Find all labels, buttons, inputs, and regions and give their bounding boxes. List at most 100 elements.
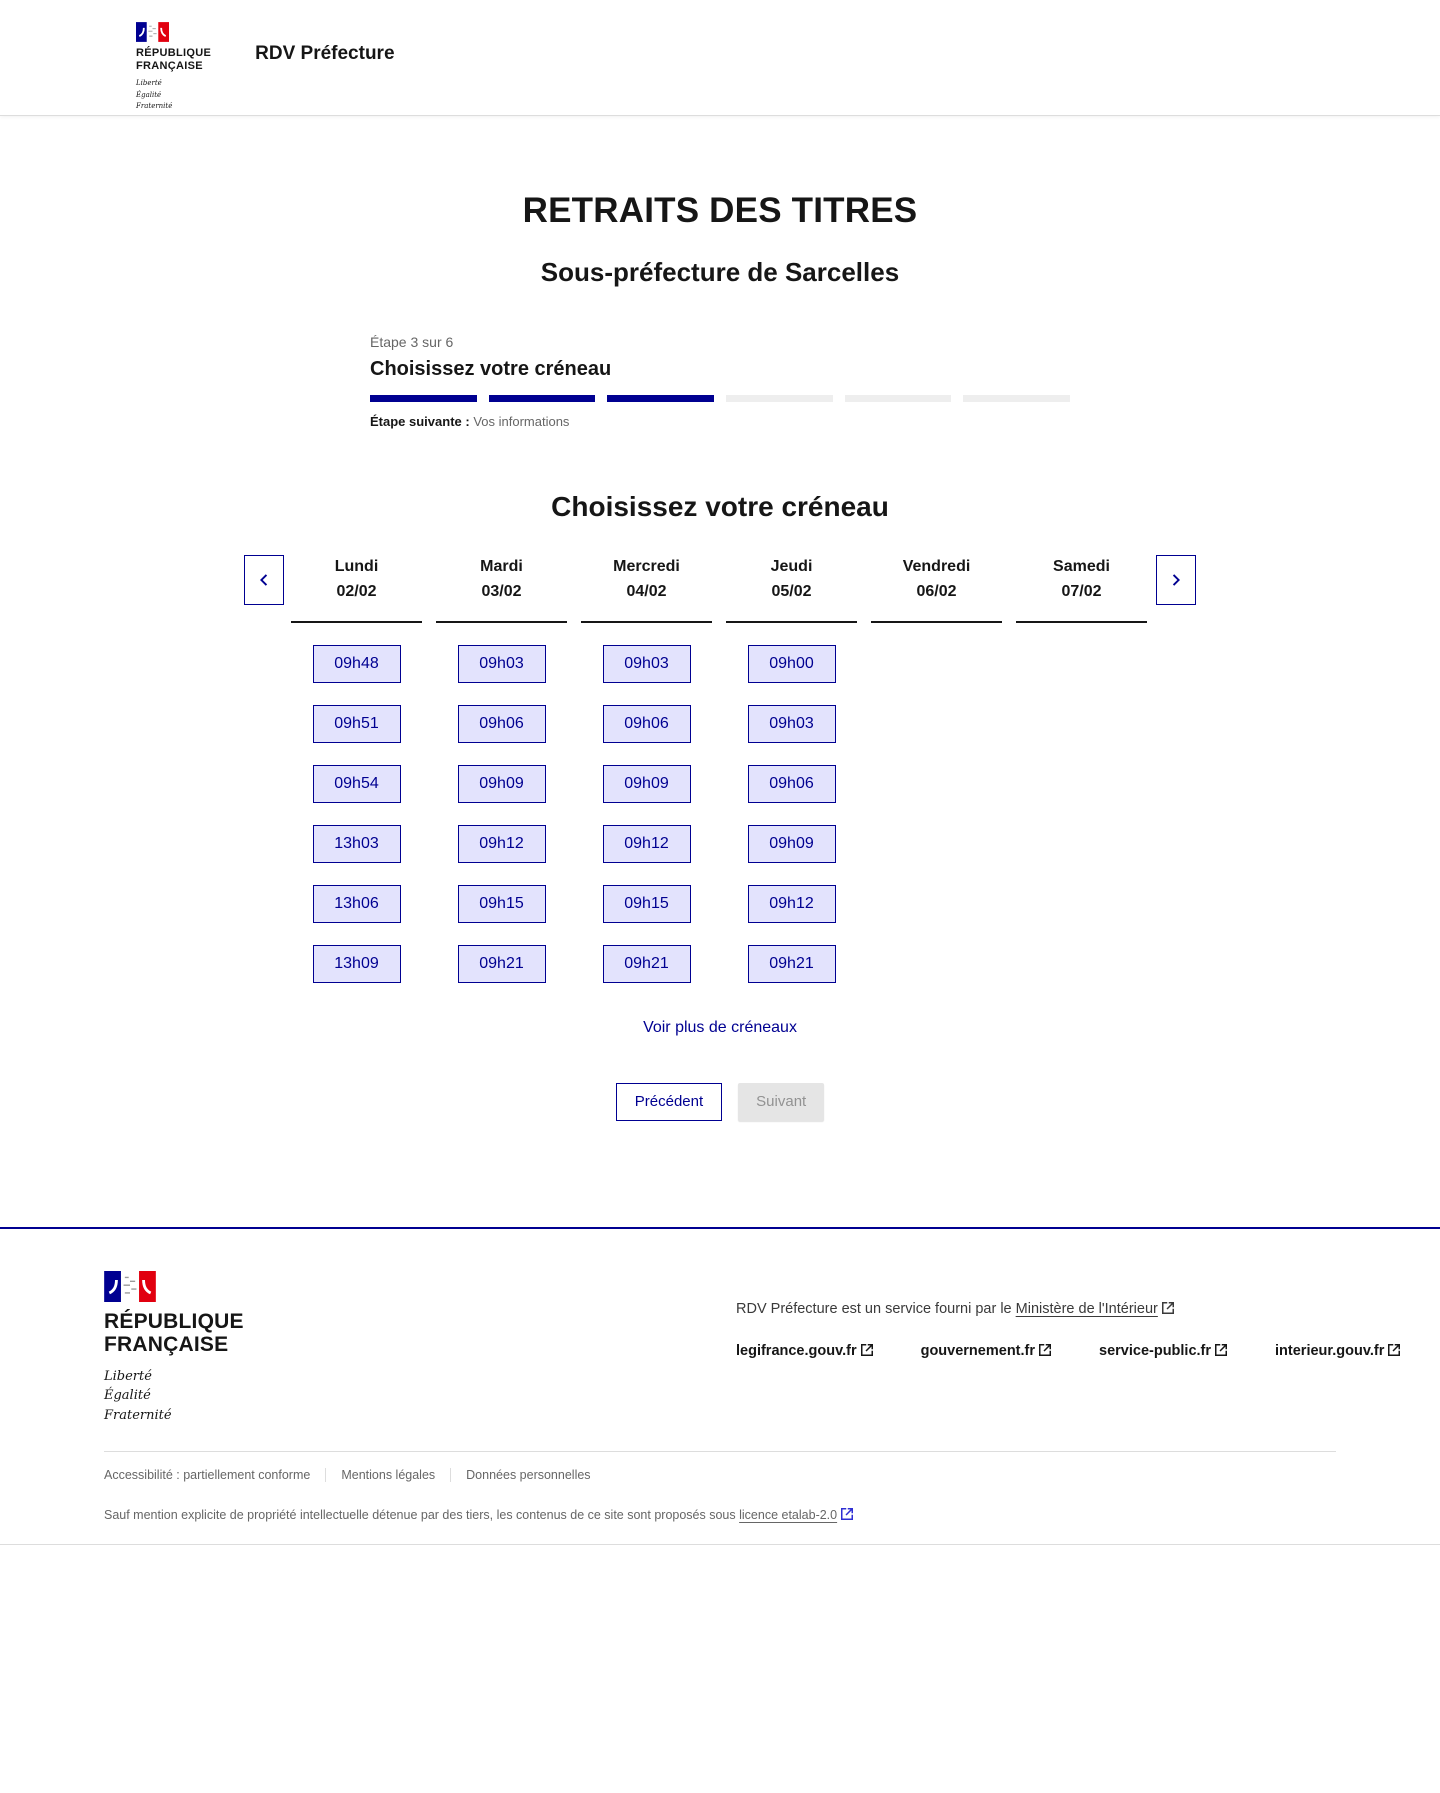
time-slot-button[interactable]: 09h15 (457, 884, 546, 923)
time-slot-button[interactable]: 13h03 (312, 824, 401, 863)
footer-site-link-label: interieur.gouv.fr (1275, 1342, 1385, 1359)
day-date: 02/02 (336, 582, 377, 600)
ministere-link[interactable]: Ministère de l'Intérieur (1016, 1301, 1174, 1317)
chevron-right-icon (1172, 574, 1180, 586)
page-title: RETRAITS DES TITRES (522, 191, 918, 230)
footer-info: RDV Préfecture est un service fourni par… (736, 1301, 1401, 1359)
footer-logo-motto: Liberté Égalité Fraternité (104, 1368, 172, 1423)
previous-week-button[interactable] (244, 555, 284, 605)
next-step-value: Vos informations (473, 414, 570, 429)
day-slots: 09h03 09h06 09h09 09h12 09h15 09h21 (429, 644, 574, 983)
external-link-icon (1215, 1343, 1228, 1356)
time-slot-button[interactable]: 09h06 (457, 704, 546, 743)
progress-segment (370, 395, 477, 402)
next-step: Étape suivante : Vos informations (370, 414, 1070, 429)
day-name: Mercredi (613, 558, 680, 575)
footer-site-link[interactable]: service-public.fr (1099, 1342, 1228, 1359)
footer-site-link[interactable]: legifrance.gouv.fr (736, 1343, 873, 1359)
day-date: 06/02 (916, 582, 957, 600)
location-title: Sous-préfecture de Sarcelles (540, 257, 900, 287)
time-slot-button[interactable]: 09h06 (747, 764, 836, 803)
next-step-label: Étape suivante : (370, 414, 470, 429)
day-name: Jeudi (770, 558, 813, 575)
external-link-icon (860, 1343, 873, 1356)
time-slot-button[interactable]: 09h12 (457, 824, 546, 863)
time-slot-button[interactable]: 09h51 (312, 704, 401, 743)
time-slot-button[interactable]: 09h15 (602, 884, 691, 923)
time-slot-button[interactable]: 09h12 (602, 824, 691, 863)
day-date: 05/02 (771, 582, 812, 600)
day-header: Mardi 03/02 (436, 551, 567, 623)
licence-line: Sauf mention explicite de propriété inte… (104, 1508, 1336, 1522)
footer-site-link[interactable]: gouvernement.fr (920, 1342, 1052, 1359)
progress-segment (726, 395, 833, 402)
time-slot-button[interactable]: 13h06 (312, 884, 401, 923)
day-column: Mardi 03/02 09h03 09h06 09h09 09h12 09h15 09h21 (429, 551, 574, 983)
external-link-icon (841, 1508, 854, 1521)
footer-legal-link[interactable]: Accessibilité : partiellement conforme (104, 1468, 311, 1483)
progress-bar (370, 395, 1071, 402)
time-slot-button[interactable]: 09h12 (747, 884, 836, 923)
next-button[interactable]: Suivant (738, 1082, 825, 1121)
external-link-icon (1388, 1343, 1401, 1356)
more-slots-link[interactable]: Voir plus de créneaux (643, 1018, 797, 1036)
logo-motto: Liberté Égalité Fraternité (136, 79, 173, 111)
day-name: Mardi (480, 558, 523, 575)
time-slot-button[interactable]: 09h00 (747, 644, 836, 683)
time-slot-button[interactable]: 09h48 (312, 644, 401, 683)
calendar-days: Lundi 02/02 09h48 09h51 09h54 13h03 13h06 13h09… (284, 551, 1156, 983)
footer-service-text: RDV Préfecture est un service fourni par… (736, 1300, 1012, 1317)
day-date: 03/02 (481, 582, 522, 600)
next-week-button[interactable] (1156, 555, 1196, 605)
footer-legal-links: Accessibilité : partiellement conforme Me… (104, 1468, 1336, 1483)
site-footer: RÉPUBLIQUE FRANÇAISE Liberté Égalité Fra… (0, 1226, 1440, 1546)
chevron-left-icon (260, 574, 268, 586)
site-header: RÉPUBLIQUE FRANÇAISE Liberté Égalité Fra… (0, 0, 1440, 115)
footer-site-link-label: legifrance.gouv.fr (736, 1342, 857, 1359)
time-slot-button[interactable]: 09h03 (747, 704, 836, 743)
day-column: Jeudi 05/02 09h00 09h03 09h06 09h09 09h12 09h21 (719, 551, 864, 983)
time-slot-button[interactable]: 09h03 (457, 644, 546, 683)
day-date: 07/02 (1061, 582, 1102, 600)
day-column: Mercredi 04/02 09h03 09h06 09h09 09h12 09h15 09… (574, 551, 719, 983)
logo-institution: RÉPUBLIQUE FRANÇAISE (136, 47, 212, 73)
time-slot-button[interactable]: 09h09 (602, 764, 691, 803)
time-slot-button[interactable]: 09h21 (457, 944, 546, 983)
licence-link-label: licence etalab-2.0 (739, 1508, 838, 1523)
time-slot-button[interactable]: 13h09 (312, 944, 401, 983)
time-slot-button[interactable]: 09h54 (312, 764, 401, 803)
footer-legal-link[interactable]: Données personnelles (450, 1468, 605, 1483)
gov-logo: RÉPUBLIQUE FRANÇAISE Liberté Égalité Fra… (136, 22, 211, 113)
day-name: Vendredi (902, 558, 971, 575)
footer-service-description: RDV Préfecture est un service fourni par… (736, 1301, 1336, 1317)
time-slot-button[interactable]: 09h06 (602, 704, 691, 743)
day-header: Lundi 02/02 (291, 551, 422, 623)
footer-site-link-label: gouvernement.fr (920, 1342, 1036, 1359)
day-name: Lundi (334, 558, 379, 575)
time-slot-button[interactable]: 09h09 (747, 824, 836, 863)
day-column: Lundi 02/02 09h48 09h51 09h54 13h03 13h06 13h09 (284, 551, 429, 983)
time-slot-button[interactable]: 09h09 (457, 764, 546, 803)
day-slots: 09h03 09h06 09h09 09h12 09h15 09h21 (574, 644, 719, 983)
service-title-link[interactable]: RDV Préfecture (255, 43, 395, 64)
footer-logo-institution: RÉPUBLIQUE FRANÇAISE (104, 1309, 244, 1357)
previous-button[interactable]: Précédent (615, 1082, 723, 1121)
footer-site-link-label: service-public.fr (1099, 1342, 1212, 1359)
day-slots: 09h00 09h03 09h06 09h09 09h12 09h21 (719, 644, 864, 983)
day-date: 04/02 (626, 582, 667, 600)
time-slot-button[interactable]: 09h03 (602, 644, 691, 683)
section-title: Choisissez votre créneau (551, 491, 889, 522)
day-header: Jeudi 05/02 (726, 551, 857, 623)
time-slot-button[interactable]: 09h21 (602, 944, 691, 983)
main-content: RETRAITS DES TITRES Sous-préfecture de S… (0, 191, 1440, 1227)
day-header: Vendredi 06/02 (871, 551, 1002, 623)
footer-legal-link[interactable]: Mentions légales (325, 1468, 450, 1483)
footer-divider (104, 1451, 1336, 1453)
day-header: Samedi 07/02 (1016, 551, 1147, 623)
calendar: Lundi 02/02 09h48 09h51 09h54 13h03 13h06 13h09… (244, 551, 1196, 983)
licence-link[interactable]: licence etalab-2.0 (739, 1508, 854, 1523)
time-slot-button[interactable]: 09h21 (747, 944, 836, 983)
footer-gov-logo: RÉPUBLIQUE FRANÇAISE Liberté Égalité Fra… (104, 1270, 244, 1426)
footer-site-link[interactable]: interieur.gouv.fr (1275, 1342, 1401, 1359)
ministere-link-label: Ministère de l'Intérieur (1015, 1300, 1158, 1317)
